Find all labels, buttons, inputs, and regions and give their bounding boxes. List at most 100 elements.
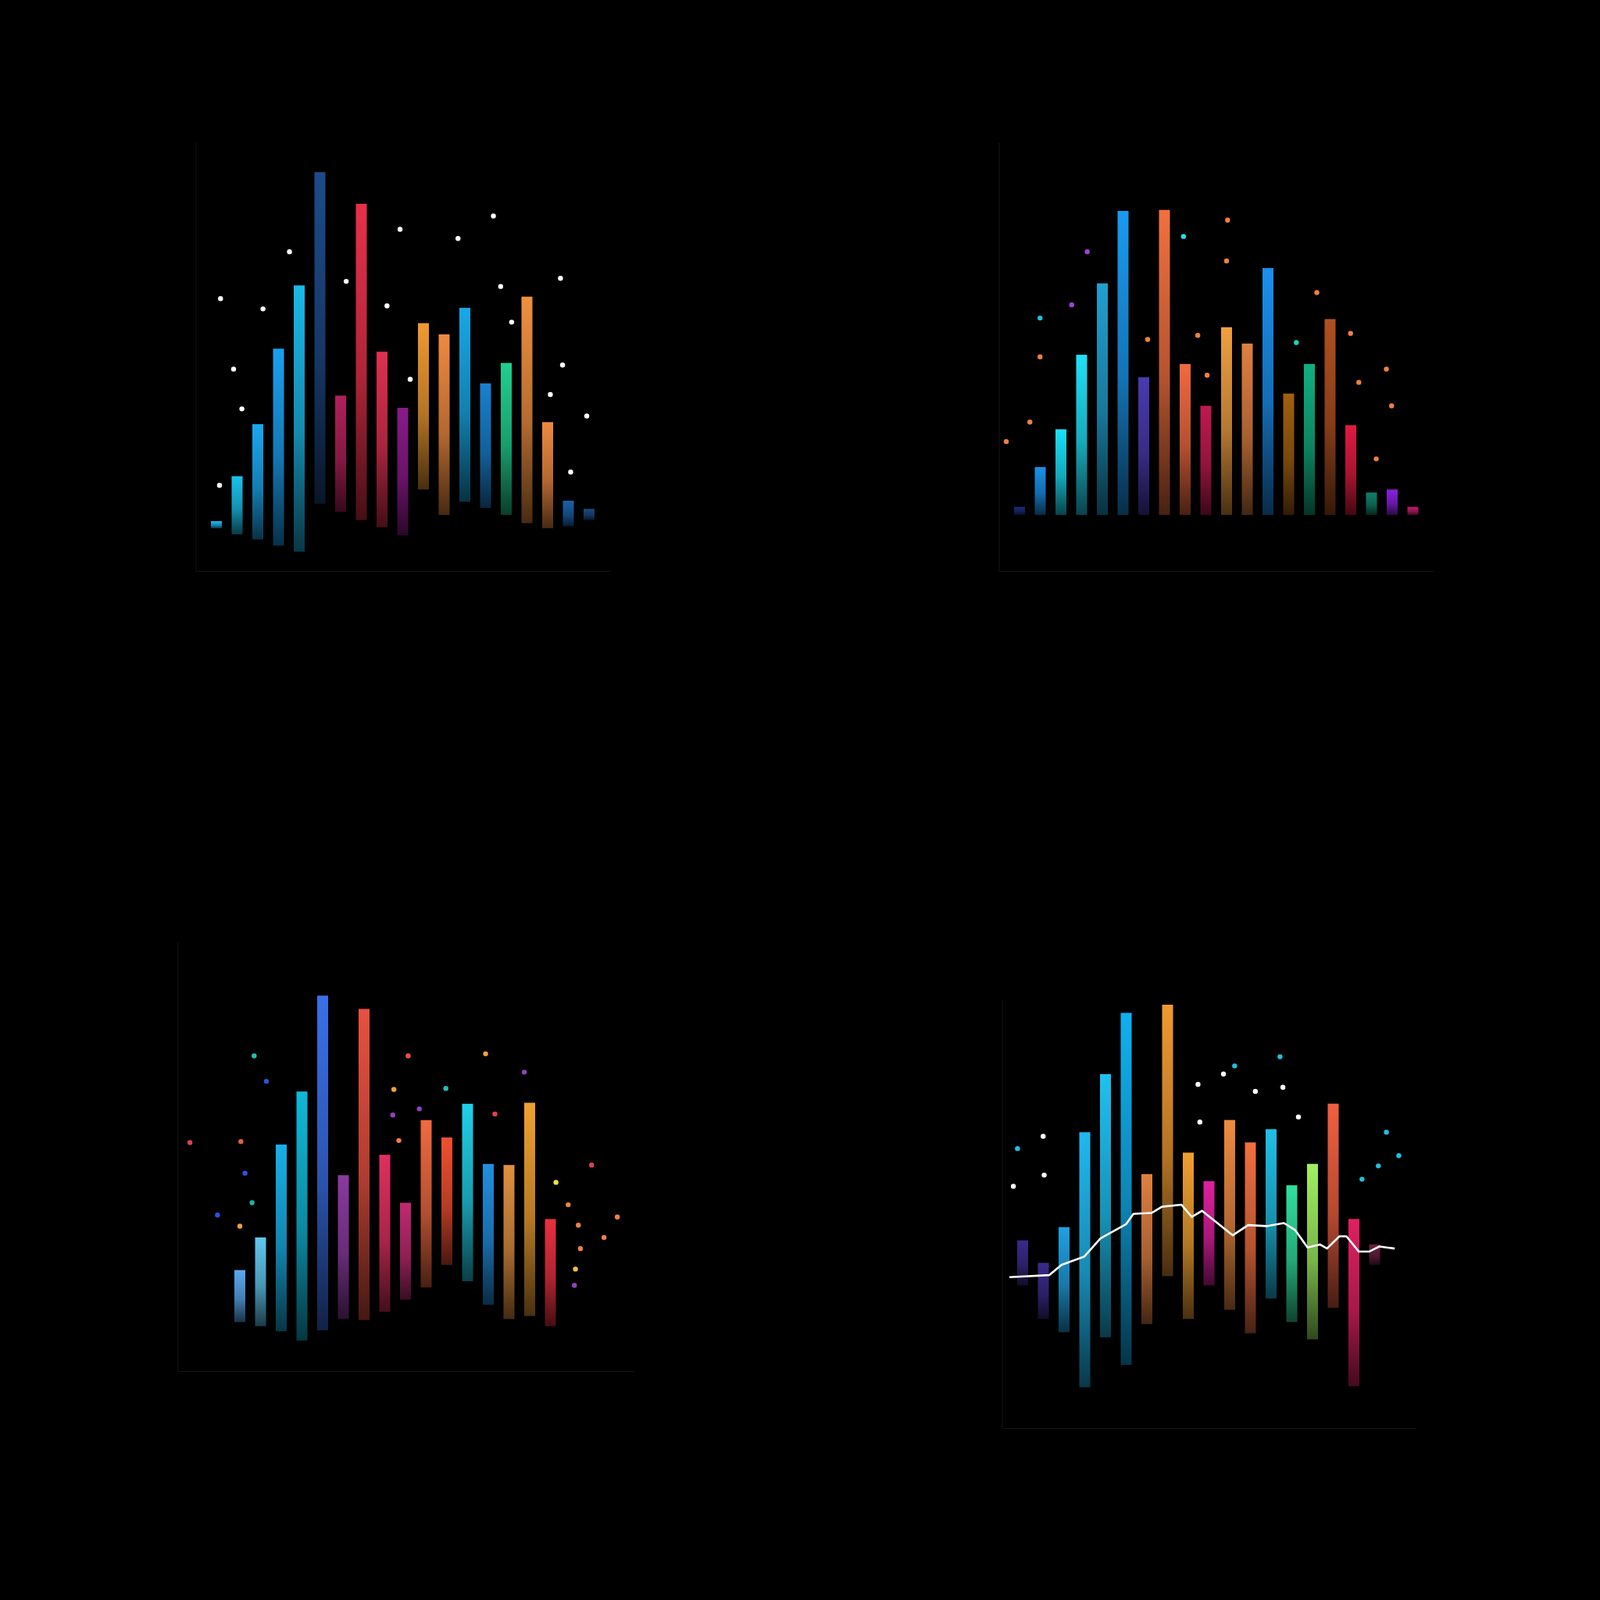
dot bbox=[231, 366, 236, 372]
bar bbox=[317, 995, 329, 1330]
bar bbox=[273, 348, 285, 546]
dot bbox=[442, 1085, 448, 1091]
axis-line bbox=[196, 142, 197, 572]
bar bbox=[1182, 1152, 1194, 1319]
dot bbox=[1277, 1053, 1283, 1059]
axis-line bbox=[999, 571, 1435, 572]
bar bbox=[441, 1137, 453, 1265]
bar bbox=[1303, 364, 1315, 515]
dot bbox=[1084, 249, 1090, 254]
dot bbox=[187, 1139, 193, 1145]
bar bbox=[1055, 428, 1067, 515]
dot bbox=[1383, 1129, 1389, 1135]
dot bbox=[217, 482, 222, 488]
bar bbox=[459, 307, 471, 502]
bar bbox=[521, 296, 533, 524]
dot bbox=[578, 1246, 583, 1251]
bar bbox=[1079, 1132, 1091, 1388]
x-axis bbox=[999, 571, 1435, 572]
bar bbox=[1262, 267, 1274, 515]
dot bbox=[384, 303, 390, 308]
dot bbox=[1375, 1163, 1381, 1168]
chart-panel bbox=[196, 142, 611, 572]
dot bbox=[1389, 403, 1394, 408]
bar bbox=[500, 363, 512, 516]
dot bbox=[343, 278, 349, 284]
dot bbox=[239, 406, 244, 411]
chart-panel bbox=[999, 142, 1435, 572]
bar bbox=[379, 1154, 391, 1312]
dot bbox=[1037, 315, 1043, 321]
x-axis bbox=[178, 1371, 634, 1372]
bar bbox=[1117, 210, 1129, 515]
bar bbox=[293, 285, 305, 552]
dot bbox=[482, 1051, 488, 1057]
bar bbox=[1265, 1128, 1277, 1299]
dot bbox=[214, 1212, 220, 1218]
dot bbox=[575, 1222, 581, 1228]
chart-panel bbox=[1002, 1000, 1417, 1429]
bar bbox=[335, 395, 347, 512]
axis-line bbox=[178, 942, 179, 1372]
dot bbox=[407, 376, 413, 382]
background bbox=[0, 0, 1600, 1600]
dot bbox=[1314, 289, 1319, 295]
bar bbox=[524, 1103, 536, 1317]
axis-line bbox=[1002, 1428, 1417, 1429]
axis-line bbox=[196, 571, 611, 572]
bar bbox=[545, 1218, 557, 1326]
bar bbox=[1179, 364, 1191, 515]
bar bbox=[1386, 489, 1398, 516]
dot bbox=[1348, 331, 1354, 336]
canvas bbox=[0, 0, 1600, 1600]
dot bbox=[1069, 302, 1075, 308]
dot bbox=[1195, 332, 1200, 338]
dot bbox=[614, 1214, 620, 1220]
x-axis bbox=[1002, 1428, 1417, 1429]
bar bbox=[1283, 393, 1295, 515]
bar bbox=[1096, 283, 1108, 515]
bar bbox=[356, 203, 368, 521]
bar bbox=[400, 1203, 411, 1300]
bar bbox=[583, 508, 595, 520]
bar bbox=[439, 334, 450, 515]
dot bbox=[251, 1053, 257, 1058]
dot bbox=[391, 1086, 397, 1092]
axis-line bbox=[178, 1371, 634, 1372]
y-axis bbox=[1002, 1000, 1004, 1429]
bar bbox=[563, 500, 575, 527]
dot bbox=[1014, 1146, 1020, 1151]
bar bbox=[1307, 1164, 1318, 1340]
bar bbox=[462, 1103, 474, 1282]
bar bbox=[338, 1175, 350, 1319]
dot bbox=[249, 1200, 254, 1205]
dot bbox=[260, 306, 265, 311]
bar bbox=[1200, 405, 1212, 515]
dot bbox=[492, 1111, 497, 1117]
bar bbox=[1035, 467, 1047, 515]
dot bbox=[498, 283, 504, 289]
dot bbox=[397, 226, 403, 232]
dot bbox=[1041, 1172, 1047, 1178]
dot bbox=[286, 249, 292, 254]
y-axis bbox=[196, 142, 197, 572]
bar bbox=[1058, 1227, 1070, 1333]
dot bbox=[1296, 1114, 1301, 1119]
dot bbox=[584, 413, 590, 418]
y-axis bbox=[999, 142, 1000, 572]
dot bbox=[567, 469, 573, 475]
bar bbox=[1224, 1120, 1236, 1311]
plot-area bbox=[210, 171, 595, 552]
bar bbox=[1017, 1240, 1029, 1286]
bar bbox=[376, 351, 388, 528]
bar bbox=[296, 1091, 308, 1341]
dot bbox=[521, 1069, 527, 1075]
bar bbox=[1345, 425, 1357, 515]
x-axis bbox=[196, 571, 611, 572]
dot bbox=[509, 319, 515, 325]
bar bbox=[480, 383, 492, 508]
dot bbox=[565, 1202, 571, 1208]
dot bbox=[1253, 1089, 1258, 1094]
bar bbox=[421, 1120, 433, 1288]
dot bbox=[217, 296, 223, 301]
